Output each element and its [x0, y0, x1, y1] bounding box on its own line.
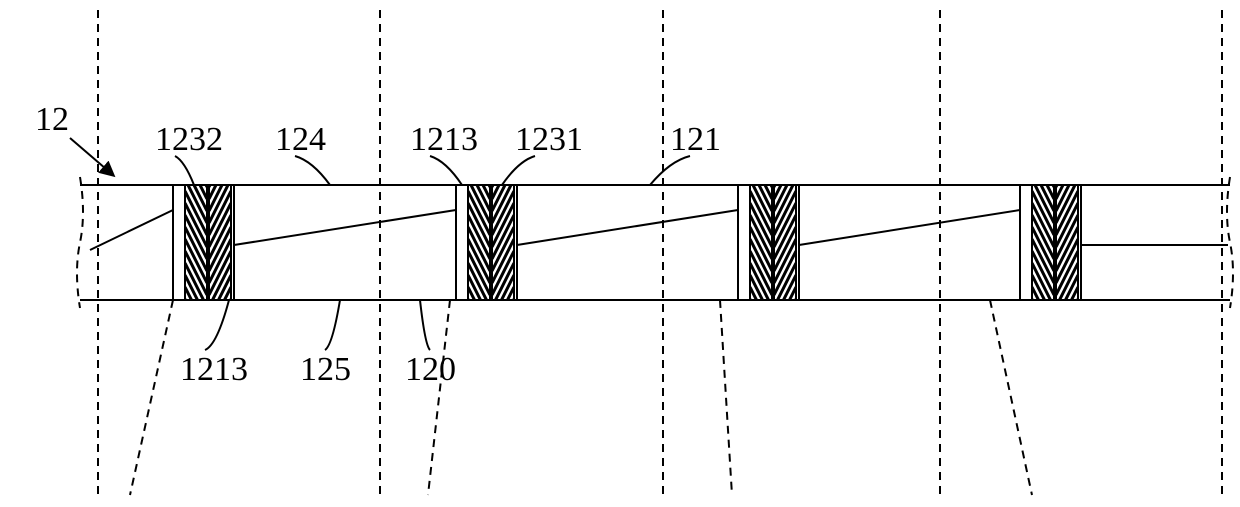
- ramp-line: [90, 210, 173, 250]
- hatched-bar: [468, 119, 490, 403]
- diag-dashed: [990, 300, 1032, 495]
- ramp-line: [234, 210, 456, 245]
- break-mark: [1227, 177, 1233, 308]
- label-1213: 1213: [410, 121, 478, 158]
- hatched-bar: [1056, 119, 1078, 403]
- label-124: 124: [275, 121, 326, 158]
- ramp-line: [517, 210, 738, 245]
- leader: [175, 156, 194, 185]
- leader: [325, 300, 340, 350]
- label-125: 125: [300, 351, 351, 388]
- leader: [295, 156, 330, 185]
- label-1232: 1232: [155, 121, 223, 158]
- leader: [420, 300, 430, 350]
- diag-dashed: [130, 300, 173, 495]
- diag-dashed: [428, 300, 450, 495]
- diag-dashed: [720, 300, 732, 495]
- hatched-bar: [492, 119, 514, 403]
- hatched-bar: [774, 119, 796, 403]
- leader: [650, 156, 690, 185]
- leader: [502, 156, 535, 185]
- engineering-figure: 12 1232 124 1213 1231 121 1213 125 120: [0, 0, 1240, 507]
- leader: [430, 156, 462, 185]
- hatched-bar: [1032, 119, 1054, 403]
- label-12: 12: [35, 101, 69, 138]
- label-120: 120: [405, 351, 456, 388]
- label-1213: 1213: [180, 351, 248, 388]
- break-mark: [77, 177, 83, 308]
- ramp-line: [799, 210, 1020, 245]
- label-1231: 1231: [515, 121, 583, 158]
- leader: [205, 300, 229, 350]
- hatched-bar: [750, 119, 772, 403]
- label-12-leader: [70, 138, 113, 175]
- label-121: 121: [670, 121, 721, 158]
